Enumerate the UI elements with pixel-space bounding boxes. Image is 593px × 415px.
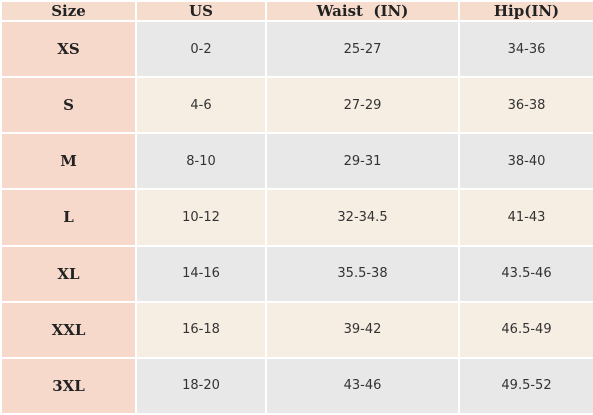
table-row: XXL 16-18 39-42 46.5-49 — [0, 300, 593, 359]
size-cell: S — [0, 76, 137, 135]
table-cell: 16-18 — [135, 300, 267, 359]
table-row: M 8-10 29-31 38-40 — [0, 132, 593, 191]
table-row: L 10-12 32-34.5 41-43 — [0, 188, 593, 247]
size-cell: M — [0, 132, 137, 191]
table-cell: 34-36 — [458, 19, 593, 79]
header-cell: Hip(IN) — [458, 0, 593, 22]
table-row: XL 14-16 35.5-38 43.5-46 — [0, 244, 593, 303]
header-cell: Size — [0, 0, 137, 22]
table-row: XS 0-2 25-27 34-36 — [0, 19, 593, 79]
table-cell: 49.5-52 — [458, 356, 593, 415]
table-cell: 41-43 — [458, 188, 593, 247]
table-cell: 35.5-38 — [265, 244, 460, 303]
table-cell: 32-34.5 — [265, 188, 460, 247]
size-cell: L — [0, 188, 137, 247]
table-cell: 43-46 — [265, 356, 460, 415]
table-cell: 18-20 — [135, 356, 267, 415]
table-cell: 29-31 — [265, 132, 460, 191]
table-cell: 8-10 — [135, 132, 267, 191]
table-cell: 10-12 — [135, 188, 267, 247]
header-cell: US — [135, 0, 267, 22]
table-row: 3XL 18-20 43-46 49.5-52 — [0, 356, 593, 415]
size-cell: 3XL — [0, 356, 137, 415]
table-cell: 39-42 — [265, 300, 460, 359]
table-cell: 36-38 — [458, 76, 593, 135]
table-cell: 43.5-46 — [458, 244, 593, 303]
table-row: S 4-6 27-29 36-38 — [0, 76, 593, 135]
size-cell: XS — [0, 19, 137, 79]
table-cell: 46.5-49 — [458, 300, 593, 359]
size-cell: XXL — [0, 300, 137, 359]
table-cell: 0-2 — [135, 19, 267, 79]
table-cell: 14-16 — [135, 244, 267, 303]
header-cell: Waist (IN) — [265, 0, 460, 22]
table-cell: 4-6 — [135, 76, 267, 135]
table-cell: 38-40 — [458, 132, 593, 191]
header-row: Size US Waist (IN) Hip(IN) — [0, 0, 593, 22]
table-cell: 27-29 — [265, 76, 460, 135]
size-cell: XL — [0, 244, 137, 303]
table-cell: 25-27 — [265, 19, 460, 79]
